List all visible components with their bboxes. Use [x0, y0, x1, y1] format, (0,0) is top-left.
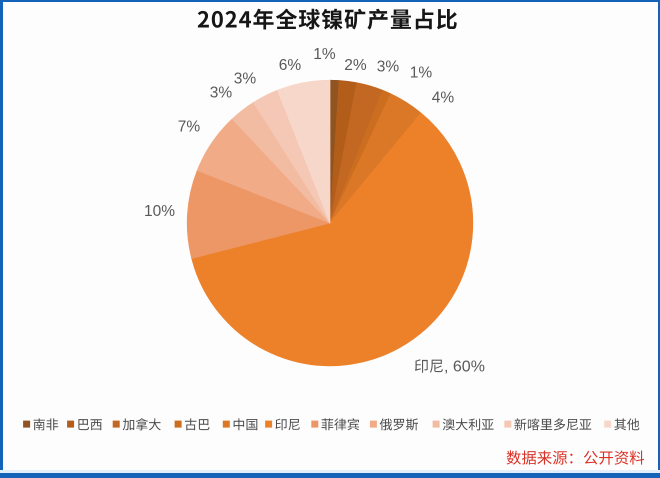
svg-text:2%: 2%: [344, 57, 367, 74]
svg-text:10%: 10%: [144, 203, 175, 220]
svg-text:1%: 1%: [313, 46, 336, 63]
svg-text:3%: 3%: [377, 58, 400, 75]
svg-text:, 60%: , 60%: [444, 359, 485, 376]
svg-text:7%: 7%: [178, 118, 201, 135]
svg-text:3%: 3%: [210, 84, 233, 101]
svg-text:1%: 1%: [410, 64, 433, 81]
svg-text:6%: 6%: [279, 57, 302, 74]
svg-text:4%: 4%: [432, 89, 455, 106]
svg-text:3%: 3%: [234, 70, 257, 87]
